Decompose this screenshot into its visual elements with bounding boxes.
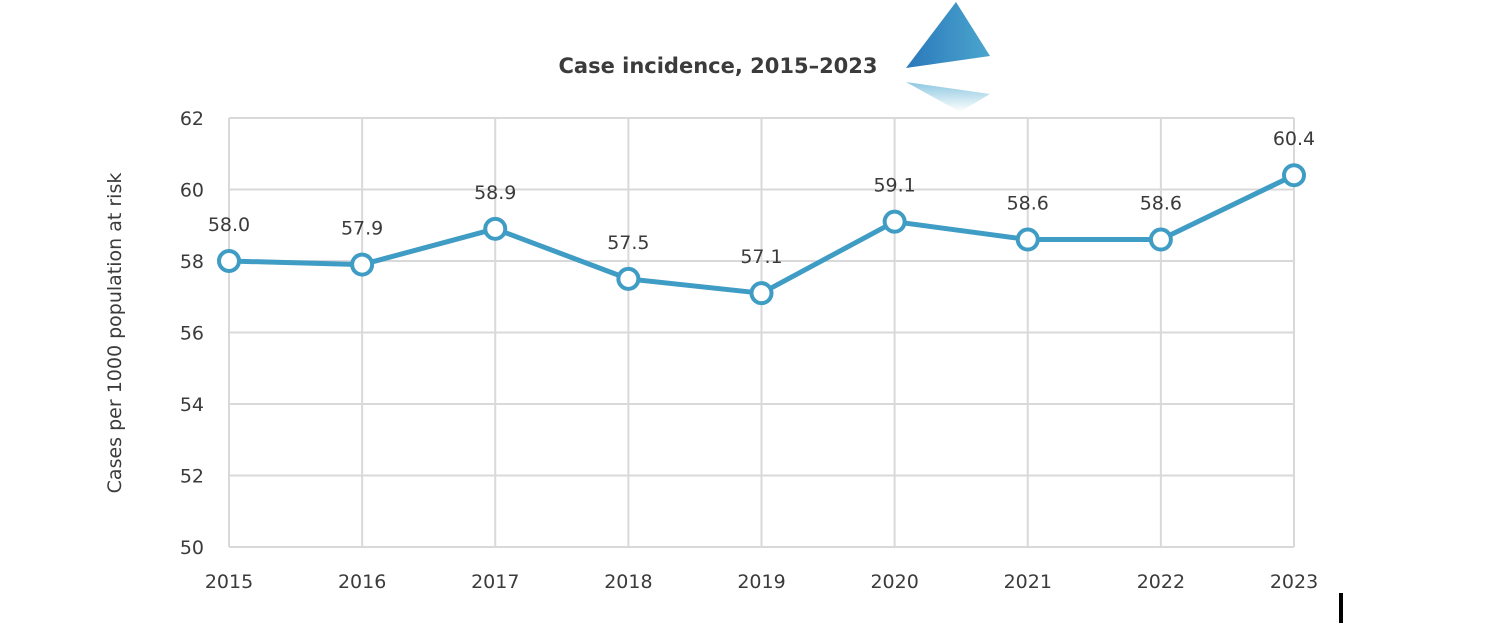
data-point xyxy=(350,252,375,277)
data-label: 59.1 xyxy=(873,175,915,197)
x-tick-label: 2022 xyxy=(1137,571,1185,593)
data-point xyxy=(1282,163,1306,188)
y-tick-label: 52 xyxy=(180,466,204,488)
data-label: 58.9 xyxy=(474,182,516,204)
y-tick-label: 56 xyxy=(180,323,204,345)
data-label: 57.5 xyxy=(607,232,649,254)
x-tick-label: 2019 xyxy=(737,571,785,593)
data-label: 57.9 xyxy=(341,218,383,240)
data-point xyxy=(749,281,774,306)
y-tick-label: 50 xyxy=(180,537,204,559)
data-label: 60.4 xyxy=(1273,128,1315,150)
data-label: 58.6 xyxy=(1140,193,1182,215)
data-point xyxy=(882,209,907,234)
chart-title: Case incidence, 2015–2023 xyxy=(558,54,877,78)
y-axis-label: Cases per 1000 population at risk xyxy=(104,173,126,494)
data-label: 58.0 xyxy=(208,214,250,236)
y-tick-label: 60 xyxy=(180,180,204,202)
x-tick-label: 2020 xyxy=(870,571,918,593)
x-tick-label: 2017 xyxy=(471,571,519,593)
data-point xyxy=(616,266,641,291)
x-tick-label: 2016 xyxy=(338,571,386,593)
y-tick-label: 58 xyxy=(180,251,204,273)
data-point xyxy=(483,216,508,241)
x-tick-label: 2021 xyxy=(1004,571,1052,593)
x-tick-label: 2018 xyxy=(604,571,652,593)
triangle-logo-icon xyxy=(906,2,990,112)
y-tick-label: 54 xyxy=(180,394,204,416)
data-point xyxy=(217,249,241,273)
data-point xyxy=(1015,227,1040,252)
data-point xyxy=(1148,227,1173,252)
text-cursor xyxy=(1339,593,1343,623)
data-label: 58.6 xyxy=(1007,193,1049,215)
x-tick-label: 2023 xyxy=(1270,571,1318,593)
data-label: 57.1 xyxy=(740,246,782,268)
x-tick-label: 2015 xyxy=(205,571,253,593)
y-tick-label: 62 xyxy=(180,108,204,130)
